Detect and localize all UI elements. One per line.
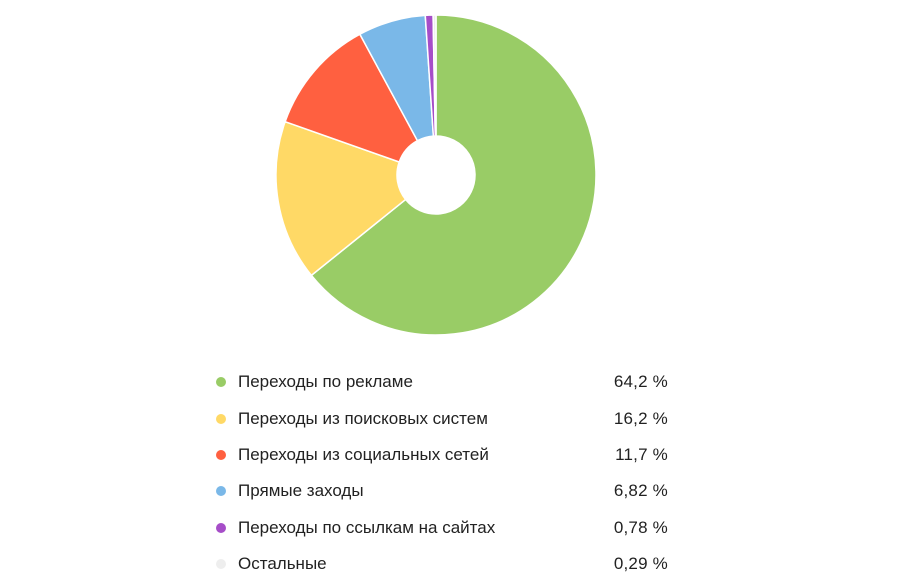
legend-marker	[216, 377, 226, 388]
legend-marker	[216, 413, 226, 424]
legend-item[interactable]: Остальные 0,29 %	[212, 546, 668, 582]
legend-marker	[216, 486, 226, 497]
legend-label: Переходы по рекламе	[238, 372, 413, 392]
legend-item[interactable]: Прямые заходы 6,82 %	[212, 473, 668, 509]
pie-slice-1[interactable]	[310, 14, 597, 336]
legend-marker	[216, 559, 226, 570]
legend-value: 0,78 %	[613, 517, 668, 537]
legend-label: Переходы из поисковых систем	[238, 408, 488, 428]
legend-label: Остальные	[238, 554, 327, 574]
pie-slice-3[interactable]	[284, 33, 419, 163]
legend-label: Переходы из социальных сетей	[238, 444, 489, 464]
legend-label: Переходы по ссылкам на сайтах	[238, 517, 496, 537]
legend-item[interactable]: Переходы по ссылкам на сайтах 0,78 %	[212, 510, 668, 546]
legend-item[interactable]: Переходы из социальных сетей 11,7 %	[212, 437, 668, 473]
pie-slice-6[interactable]	[432, 14, 437, 137]
legend-label: Прямые заходы	[238, 481, 364, 501]
pie-slice-2[interactable]	[275, 120, 407, 277]
legend-value: 16,2 %	[613, 408, 668, 428]
chart-legend: Переходы по рекламе 64,2 % Переходы из пои…	[212, 364, 668, 582]
legend-value: 0,29 %	[613, 554, 668, 574]
legend-value: 11,7 %	[615, 444, 668, 464]
legend-value: 6,82 %	[613, 481, 668, 501]
legend-item[interactable]: Переходы по рекламе 64,2 %	[212, 364, 668, 400]
legend-marker	[216, 522, 226, 533]
legend-marker	[216, 449, 226, 460]
legend-value: 64,2 %	[613, 372, 668, 392]
legend-item[interactable]: Переходы из поисковых систем 16,2 %	[212, 400, 668, 436]
